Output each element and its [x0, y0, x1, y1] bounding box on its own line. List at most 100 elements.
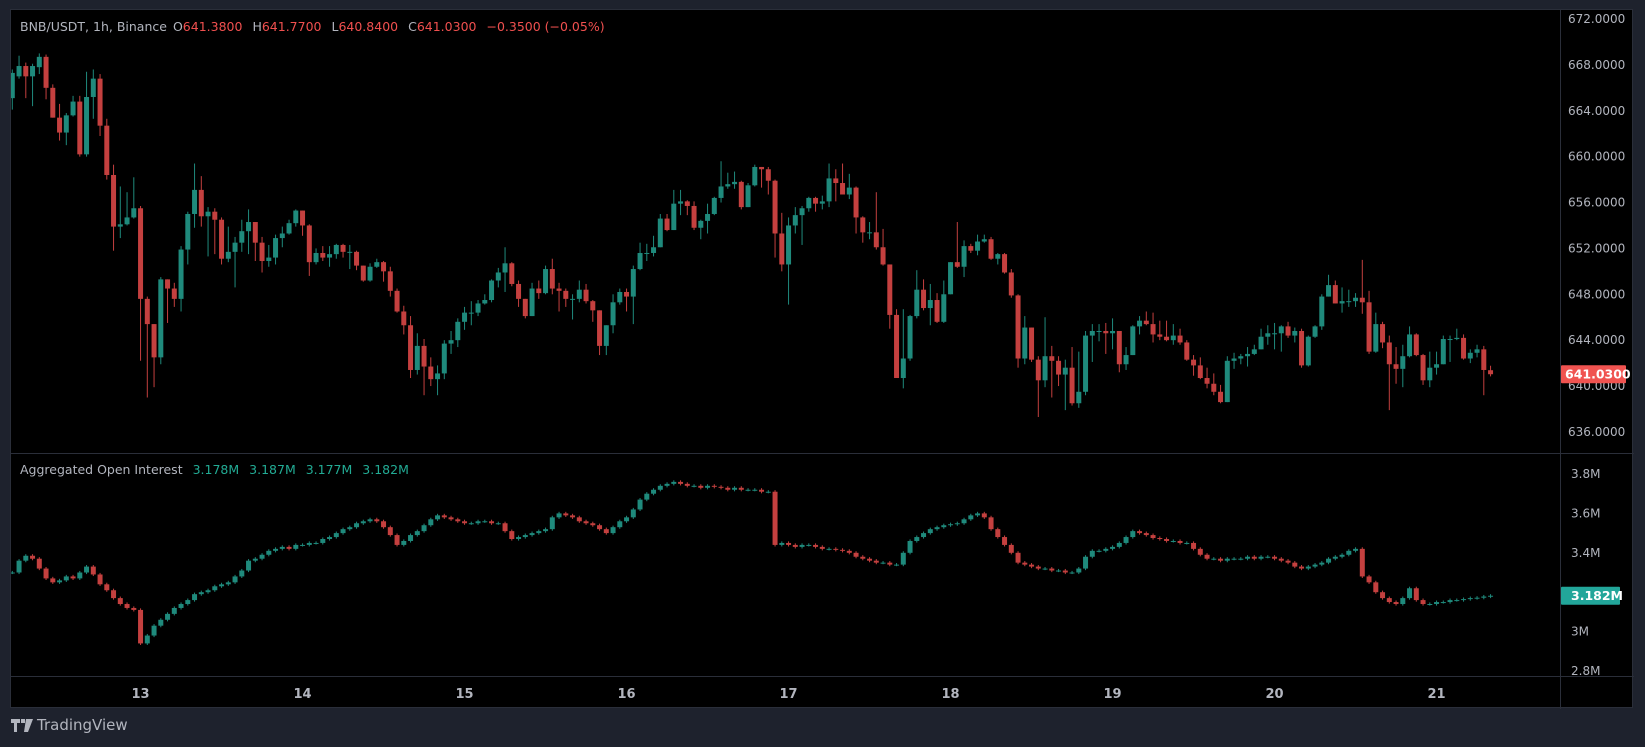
time-axis[interactable]: 13 14 15 16 17 18 19 20 21 — [132, 687, 1446, 702]
candle-body — [684, 201, 690, 206]
candle-body — [1339, 301, 1345, 304]
candle-body — [1312, 326, 1318, 337]
indicator-legend[interactable]: Aggregated Open Interest 3.178M 3.187M 3… — [20, 462, 415, 477]
price-candle — [441, 340, 447, 380]
candle-body — [921, 533, 927, 538]
candle-body — [671, 203, 677, 231]
price-candle — [563, 288, 569, 307]
candle-body — [124, 604, 130, 608]
oi-candle — [1231, 557, 1237, 561]
oi-candle — [50, 576, 56, 584]
price-candle — [813, 196, 819, 212]
price-candle — [678, 189, 684, 216]
time-axis-tick: 20 — [1266, 687, 1284, 702]
candle-body — [597, 310, 603, 346]
candle-body — [961, 246, 967, 267]
oi-candle — [1022, 561, 1028, 567]
price-candle — [1150, 312, 1156, 343]
oi-candle — [840, 548, 846, 553]
oi-candle — [900, 551, 906, 567]
oi-candle — [1380, 590, 1386, 600]
oi-candle — [1015, 551, 1021, 565]
oi-candle — [860, 555, 866, 561]
price-candle — [765, 166, 771, 195]
oi-candle — [63, 574, 69, 582]
candle-body — [900, 552, 906, 565]
candle-body — [786, 225, 792, 265]
candle-body — [543, 269, 549, 294]
candle-body — [543, 529, 549, 532]
price-candle — [333, 243, 339, 259]
candle-body — [165, 279, 171, 289]
candle-body — [1299, 330, 1305, 366]
oi-candle — [833, 547, 839, 552]
oi-candle — [644, 492, 650, 502]
candle-body — [16, 560, 22, 573]
oi-candle — [1238, 557, 1244, 561]
symbol-title[interactable]: BNB/USDT, 1h, Binance — [20, 19, 167, 34]
candle-body — [1373, 582, 1379, 593]
oi-candle — [624, 515, 630, 523]
price-candle — [961, 240, 967, 278]
indicator-title[interactable]: Aggregated Open Interest — [20, 462, 183, 477]
candle-body — [840, 549, 846, 551]
price-candle — [1285, 321, 1291, 338]
price-candle — [151, 324, 157, 388]
candle-body — [779, 542, 785, 545]
oi-candle — [300, 543, 306, 547]
candle-body — [354, 251, 360, 266]
open-interest-candles — [11, 480, 1494, 645]
oi-candle — [732, 486, 738, 492]
candle-body — [1029, 564, 1035, 567]
candle-body — [549, 269, 555, 289]
candle-body — [1488, 370, 1494, 375]
chart-canvas[interactable]: 672.0000 668.0000 664.0000 660.0000 656.0000… — [11, 10, 1634, 709]
oi-candle — [698, 484, 704, 490]
candle-body — [1035, 566, 1041, 569]
candle-body — [340, 529, 346, 534]
candle-body — [111, 174, 117, 227]
candle-body — [1002, 537, 1008, 545]
candle-body — [77, 101, 83, 155]
candle-body — [1434, 602, 1440, 605]
price-candle — [1177, 328, 1183, 345]
price-candle — [597, 310, 603, 356]
candle-body — [1110, 546, 1116, 549]
candle-body — [651, 247, 657, 253]
oi-candle — [273, 547, 279, 553]
time-axis-tick: 18 — [942, 687, 960, 702]
oi-candle — [887, 561, 893, 567]
oi-candle — [502, 521, 508, 533]
candle-body — [300, 544, 306, 546]
candle-body — [1096, 330, 1102, 332]
candle-body — [914, 289, 920, 317]
candle-body — [590, 301, 596, 311]
candle-body — [860, 217, 866, 233]
candle-body — [1103, 548, 1109, 551]
price-legend[interactable]: BNB/USDT, 1h, Binance O641.3800 H641.7700… — [20, 19, 611, 34]
candle-body — [1454, 600, 1460, 602]
candle-body — [1278, 558, 1284, 561]
oi-candle — [43, 566, 49, 580]
chart-frame[interactable]: 672.0000 668.0000 664.0000 660.0000 656.0000… — [10, 9, 1634, 709]
oi-candle — [1137, 529, 1143, 535]
open-interest-axis[interactable]: 3.8M 3.6M 3.4M 3M 2.8M — [1571, 467, 1600, 678]
candle-body — [347, 527, 353, 530]
price-candle — [981, 234, 987, 243]
candle-body — [1008, 272, 1014, 296]
price-candle — [1143, 311, 1149, 326]
price-candle — [300, 210, 306, 236]
tradingview-logo[interactable]: TradingView — [11, 716, 128, 734]
oi-candle — [995, 527, 1001, 539]
price-candle — [792, 207, 798, 234]
candle-body — [1258, 336, 1264, 350]
oi-candle — [333, 531, 339, 539]
candle-body — [732, 181, 738, 185]
oi-candle — [198, 590, 204, 596]
candle-body — [239, 570, 245, 577]
candle-body — [975, 241, 981, 251]
price-candle — [1069, 347, 1075, 406]
candle-body — [529, 533, 535, 536]
candle-body — [806, 544, 812, 546]
price-candle — [995, 252, 1001, 265]
